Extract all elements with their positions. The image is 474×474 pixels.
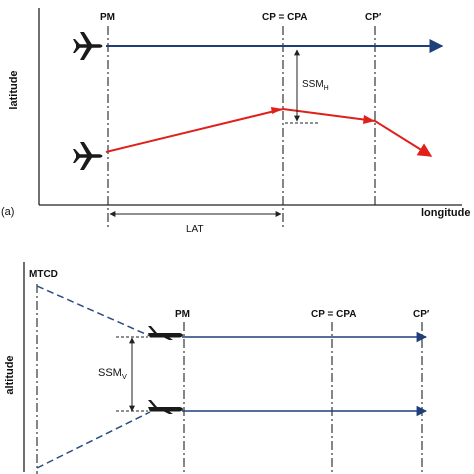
mtcd-label: MTCD	[29, 269, 58, 280]
airplane-icon	[73, 32, 103, 60]
airplane-icon	[73, 142, 103, 170]
lat-label: LAT	[186, 224, 204, 235]
airplane-side-icon	[148, 326, 183, 340]
cp-prime-label-top: CP′	[365, 12, 382, 23]
top-panel: latitude longitude (a) PM CP = CPA CP′ S…	[1, 8, 471, 235]
dashed-approach-upper	[36, 285, 151, 337]
bottom-panel: altitude MTCD PM CP = CPA CP′ SSMV	[4, 262, 430, 474]
red-track-vertex-arrow-1	[271, 107, 283, 114]
cp-cpa-label-bottom: CP = CPA	[311, 309, 356, 320]
pm-label-top: PM	[100, 12, 115, 23]
cp-cpa-label-top: CP = CPA	[262, 12, 307, 23]
bottom-y-axis-label: altitude	[4, 355, 16, 394]
red-track-top	[105, 107, 433, 157]
airplane-side-icon	[148, 400, 183, 414]
ssm-v-label: SSMV	[98, 367, 127, 381]
cp-prime-label-bottom: CP′	[413, 309, 430, 320]
ssm-h-label: SSMH	[302, 79, 329, 92]
dashed-approach-lower	[36, 411, 151, 469]
top-x-axis-label: longitude	[421, 207, 471, 219]
top-y-axis-label: latitude	[8, 70, 20, 109]
panel-label-a: (a)	[1, 206, 14, 218]
pm-label-bottom: PM	[175, 309, 190, 320]
red-track-vertex-arrow-2	[363, 115, 375, 124]
